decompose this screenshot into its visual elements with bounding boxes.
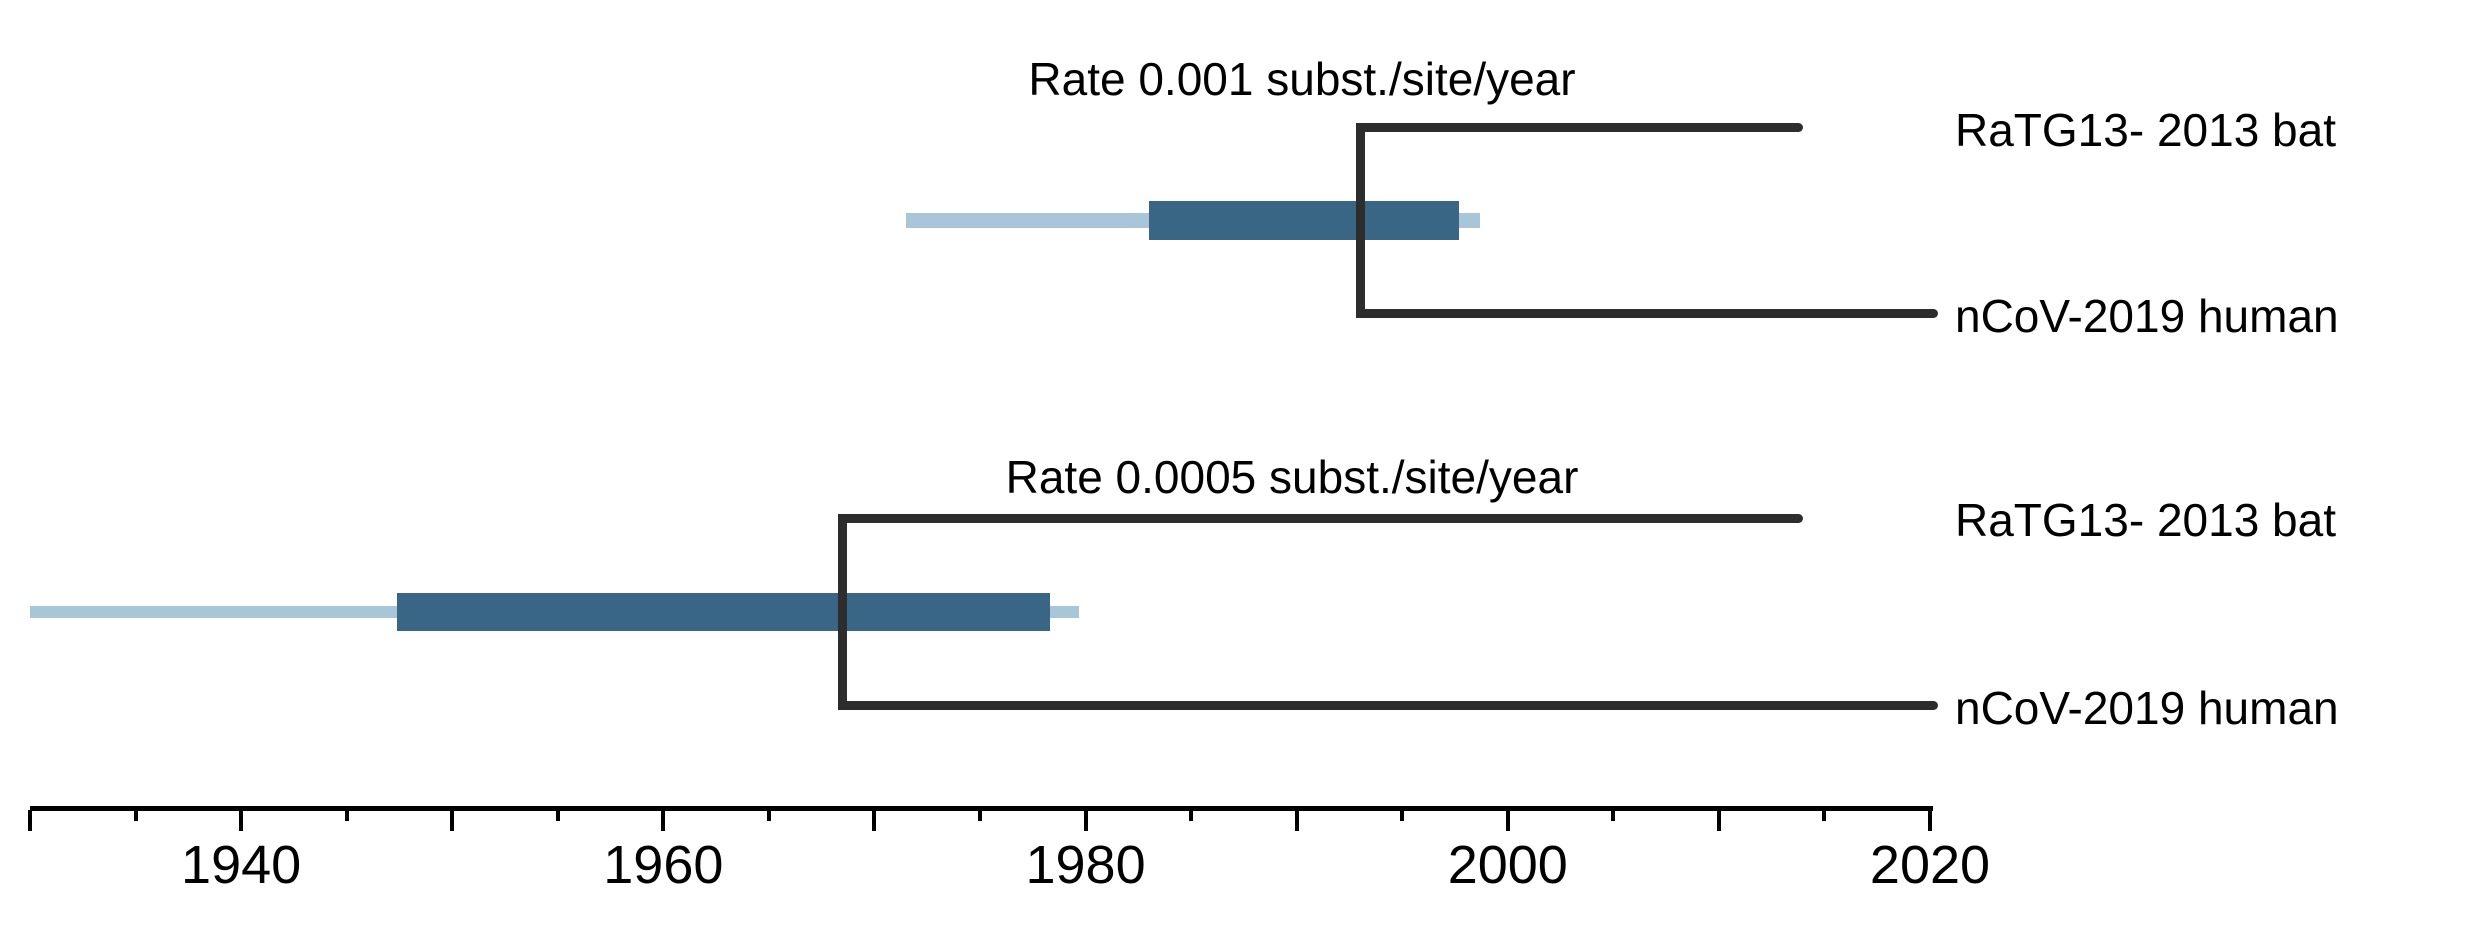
tip-label-human: nCoV-2019 human	[1955, 289, 2339, 342]
axis-minor-tick	[555, 810, 560, 821]
axis-line	[30, 806, 1933, 811]
axis-major-tick	[450, 810, 455, 831]
axis-tick-label: 1960	[603, 835, 724, 895]
axis-major-tick	[1294, 810, 1299, 831]
axis-major-tick	[1928, 810, 1932, 831]
axis-major-tick	[28, 810, 32, 831]
axis-tick-label: 1940	[181, 835, 302, 895]
axis-minor-tick	[1189, 810, 1194, 821]
axis-minor-tick	[766, 810, 771, 821]
rate-title: Rate 0.0005 subst./site/year	[1005, 451, 1579, 503]
axis-major-tick	[1083, 810, 1088, 831]
tip-label-bat: RaTG13- 2013 bat	[1955, 103, 2337, 156]
branch-bat	[838, 513, 1804, 523]
axis-minor-tick	[1822, 810, 1827, 821]
ci-bar-inner	[397, 593, 1050, 631]
tip-label-human: nCoV-2019 human	[1955, 681, 2339, 734]
axis-tick-label: 2020	[1869, 835, 1991, 895]
axis-minor-tick	[1400, 810, 1405, 821]
branch-human	[1355, 309, 1939, 318]
axis-major-tick	[1716, 810, 1721, 831]
tree-node-line	[838, 513, 848, 710]
rate-title: Rate 0.001 subst./site/year	[1028, 53, 1576, 105]
axis-major-tick	[1505, 810, 1510, 831]
branch-human	[838, 701, 1939, 710]
axis-minor-tick	[344, 810, 349, 821]
axis-major-tick	[661, 810, 666, 831]
axis-major-tick	[239, 810, 244, 831]
axis-major-tick	[872, 810, 877, 831]
tree-node-line	[1355, 123, 1365, 318]
axis-tick-label: 2000	[1447, 835, 1568, 895]
axis-minor-tick	[978, 810, 982, 821]
branch-bat	[1355, 123, 1804, 132]
axis-minor-tick	[1611, 810, 1616, 821]
axis-minor-tick	[133, 810, 138, 821]
tip-label-bat: RaTG13- 2013 bat	[1955, 494, 2337, 546]
ci-bar-inner	[1148, 201, 1460, 240]
axis-tick-label: 1980	[1025, 835, 1146, 895]
